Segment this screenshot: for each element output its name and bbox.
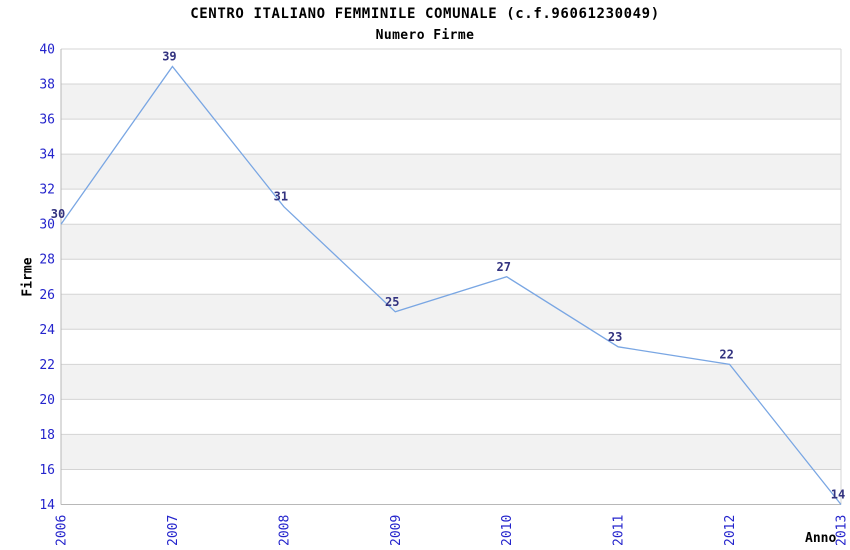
plot-band (61, 224, 841, 260)
x-tick-label: 2006 (55, 515, 70, 546)
y-tick-label: 34 (39, 148, 55, 163)
data-point-label: 27 (496, 260, 510, 274)
y-tick-label: 20 (39, 393, 55, 408)
y-tick-label: 14 (39, 498, 55, 513)
chart-title: CENTRO ITALIANO FEMMINILE COMUNALE (c.f.… (190, 6, 660, 22)
data-point-label: 14 (831, 488, 845, 502)
data-point-label: 30 (51, 207, 65, 221)
y-tick-label: 38 (39, 78, 55, 93)
x-tick-label: 2013 (835, 515, 850, 546)
data-point-label: 25 (385, 295, 399, 309)
plot-band (61, 294, 841, 330)
x-tick-label: 2009 (389, 515, 404, 546)
plot-band (61, 84, 841, 120)
y-tick-label: 18 (39, 428, 55, 443)
x-tick-label: 2012 (723, 515, 738, 546)
data-point-label: 23 (608, 330, 622, 344)
x-tick-label: 2008 (277, 515, 292, 546)
y-tick-label: 22 (39, 358, 55, 373)
data-point-label: 22 (719, 347, 733, 361)
y-axis-title: Firme (20, 257, 36, 297)
y-tick-label: 16 (39, 463, 55, 478)
y-tick-label: 24 (39, 323, 55, 338)
y-tick-label: 30 (39, 218, 55, 233)
x-axis-title: Anno (805, 531, 837, 546)
chart-subtitle: Numero Firme (375, 28, 475, 43)
y-tick-label: 36 (39, 113, 55, 128)
data-point-label: 31 (274, 190, 288, 204)
plot-band (61, 434, 841, 470)
series-line (60, 65, 842, 505)
x-tick-label: 2011 (612, 515, 627, 546)
plot-band (61, 154, 841, 190)
data-point-label: 39 (162, 50, 176, 64)
x-tick-label: 2007 (166, 515, 181, 546)
y-tick-label: 32 (39, 183, 55, 198)
y-tick-label: 26 (39, 288, 55, 303)
x-tick-label: 2010 (500, 515, 515, 546)
y-tick-label: 40 (39, 43, 55, 58)
plot-band (61, 364, 841, 400)
y-tick-label: 28 (39, 253, 55, 268)
